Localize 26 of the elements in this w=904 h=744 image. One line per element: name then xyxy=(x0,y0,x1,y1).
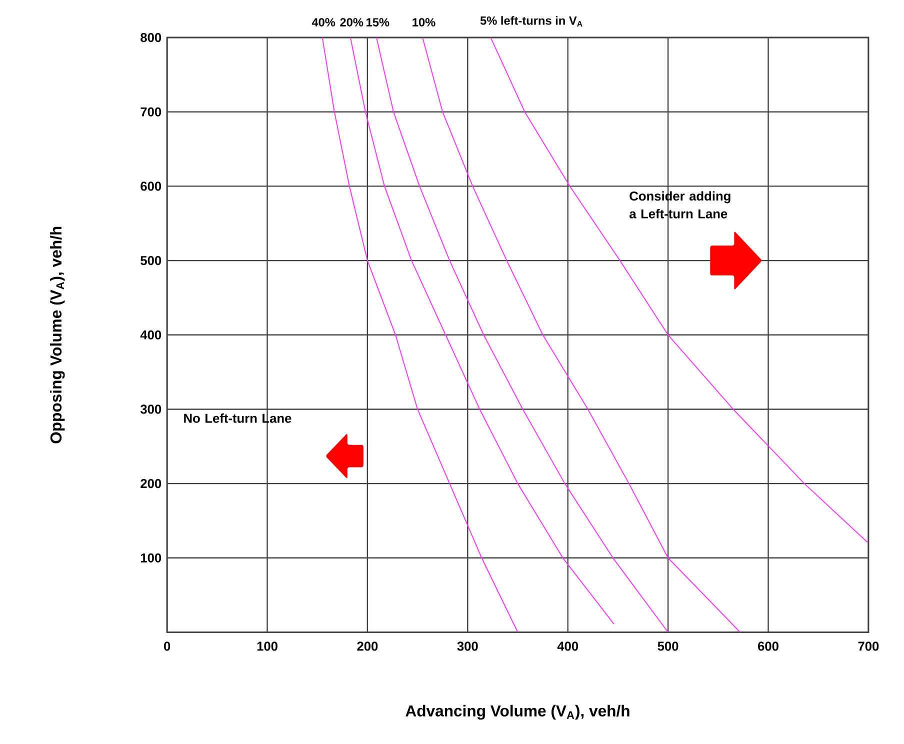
x-tick-label: 600 xyxy=(758,642,778,651)
line-series xyxy=(422,37,741,633)
x-tick-label: 700 xyxy=(858,642,879,651)
x-tick-label: 300 xyxy=(457,642,478,651)
y-axis-title: Opposing Volume (V$_{A}$), veh/h xyxy=(50,226,65,444)
line-series xyxy=(490,37,868,543)
series-label: 5% left-turns in V$_{A}$ xyxy=(480,16,582,27)
series-label: 15% xyxy=(366,18,390,27)
series-label: 20% xyxy=(340,18,364,27)
y-tick-label: 300 xyxy=(140,404,162,414)
series-label: 10% xyxy=(412,18,436,27)
line-series xyxy=(350,37,614,625)
y-tick-label: 200 xyxy=(140,479,162,488)
x-tick-label: 400 xyxy=(557,642,578,651)
y-tick-label: 600 xyxy=(140,182,162,191)
y-tick-label: 500 xyxy=(140,256,162,266)
x-axis-title: Advancing Volume (V$_{A}$), veh/h xyxy=(406,704,630,720)
y-tick-label: 800 xyxy=(140,33,162,42)
x-tick-label: 200 xyxy=(357,642,378,651)
series-label: 40% xyxy=(312,18,336,27)
x-tick-label: 100 xyxy=(257,642,278,651)
y-tick-label: 100 xyxy=(140,553,162,563)
x-tick-label: 500 xyxy=(658,642,678,651)
x-tick-label: 0 xyxy=(164,642,170,651)
y-tick-label: 400 xyxy=(140,330,162,340)
y-tick-label: 700 xyxy=(140,107,162,116)
